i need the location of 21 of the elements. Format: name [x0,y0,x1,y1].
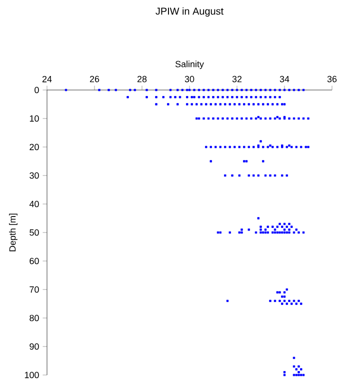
y-tick-label: 40 [29,200,39,208]
x-tick-label: 34 [280,76,290,82]
x-tick-label: 28 [137,76,147,82]
y-tick-label: 80 [30,314,39,322]
y-tick-label: 100 [24,372,39,378]
y-tick-label: 0 [34,86,39,94]
y-tick-label: 10 [30,115,39,122]
y-tick-label: 30 [30,172,39,179]
y-tick-label: 90 [30,343,39,350]
y-axis-title: Depth [m] [9,214,18,252]
y-tick-label: 20 [30,144,39,150]
x-tick-label: 24 [42,76,52,82]
y-tick-label: 50 [30,229,39,236]
x-tick-label: 32 [232,76,242,82]
y-tick-label: 70 [30,286,39,293]
chart-title: JPIW in August [156,7,224,17]
x-tick-label: 36 [327,76,337,82]
x-tick-label: 30 [184,76,194,82]
x-axis-title: Salinity [175,60,204,70]
x-tick-label: 26 [90,76,100,82]
y-tick-label: 60 [30,258,39,264]
